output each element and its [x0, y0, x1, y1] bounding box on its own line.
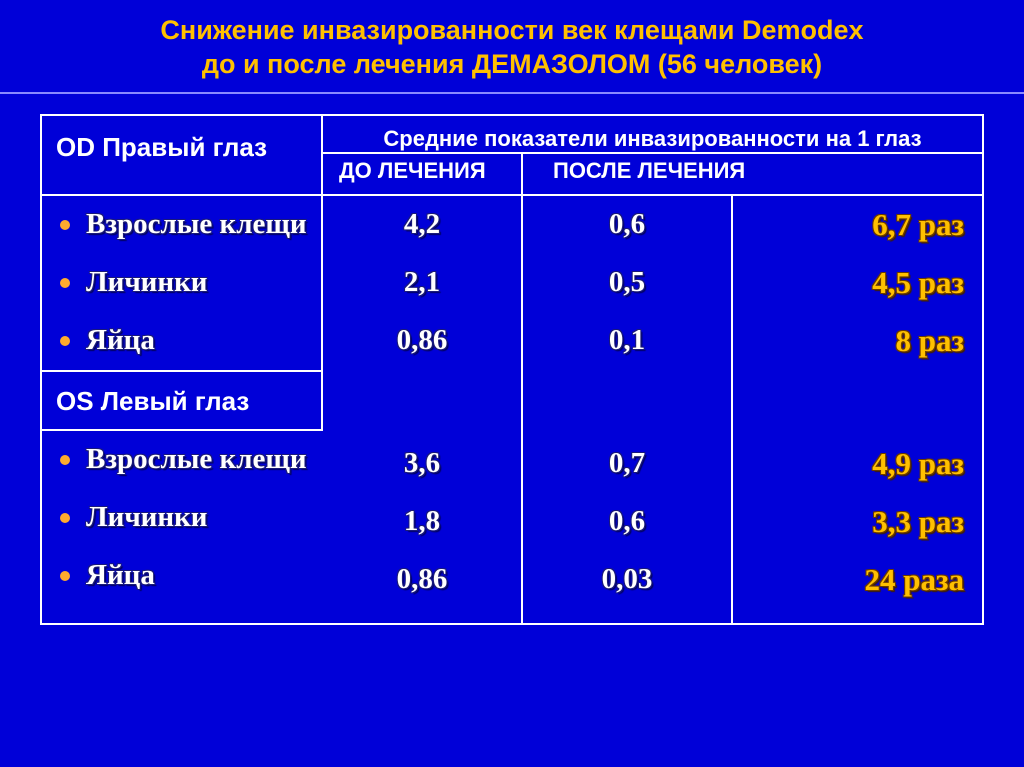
od-adult-ratio: 6,7 раз	[733, 196, 982, 254]
slide: Снижение инвазированности век клещами De…	[0, 0, 1024, 767]
od-eggs-ratio: 8 раз	[733, 312, 982, 370]
od-larvae-after: 0,5	[523, 254, 731, 312]
row-label-eggs: Яйца	[86, 324, 155, 357]
os-larvae-ratio: 3,3 раз	[733, 493, 982, 551]
os-eggs-ratio: 24 раза	[733, 551, 982, 609]
list-item: Взрослые клещи	[42, 196, 321, 254]
row-label-larvae-2: Личинки	[86, 501, 208, 534]
os-adult-after: 0,7	[523, 435, 731, 493]
list-item: Яйца	[42, 312, 321, 370]
bullet-icon	[60, 278, 70, 288]
header-eye-left: OS Левый глаз	[42, 371, 322, 430]
os-eggs-after: 0,03	[523, 551, 731, 609]
title-line-1: Снижение инвазированности век клещами De…	[160, 15, 863, 45]
slide-title: Снижение инвазированности век клещами De…	[0, 14, 1024, 82]
header-eye-right: OD Правый глаз	[42, 116, 322, 195]
os-larvae-after: 0,6	[523, 493, 731, 551]
os-adult-ratio: 4,9 раз	[733, 435, 982, 493]
od-adult-before: 4,2	[323, 196, 521, 254]
row-label-eggs-2: Яйца	[86, 559, 155, 592]
od-larvae-ratio: 4,5 раз	[733, 254, 982, 312]
row-label-larvae: Личинки	[86, 266, 208, 299]
bullet-icon	[60, 336, 70, 346]
od-eggs-after: 0,1	[523, 312, 731, 370]
header-super: Средние показатели инвазированности на 1…	[322, 116, 982, 153]
list-item: Яйца	[42, 547, 322, 605]
list-item: Взрослые клещи	[42, 431, 322, 489]
os-adult-before: 3,6	[323, 435, 521, 493]
bullet-icon	[60, 220, 70, 230]
data-table: OD Правый глаз Средние показатели инвази…	[40, 114, 984, 625]
bullet-icon	[60, 513, 70, 523]
od-adult-after: 0,6	[523, 196, 731, 254]
os-larvae-before: 1,8	[323, 493, 521, 551]
header-after: ПОСЛЕ ЛЕЧЕНИЯ	[522, 153, 982, 195]
od-larvae-before: 2,1	[323, 254, 521, 312]
od-eggs-before: 0,86	[323, 312, 521, 370]
bullet-icon	[60, 571, 70, 581]
title-line-2: до и после лечения ДЕМАЗОЛОМ (56 человек…	[202, 49, 822, 79]
bullet-icon	[60, 455, 70, 465]
os-eggs-before: 0,86	[323, 551, 521, 609]
title-divider	[0, 92, 1024, 94]
row-label-adult: Взрослые клещи	[86, 208, 307, 241]
list-item: Личинки	[42, 254, 321, 312]
row-label-adult-2: Взрослые клещи	[86, 443, 307, 476]
header-before: ДО ЛЕЧЕНИЯ	[322, 153, 522, 195]
list-item: Личинки	[42, 489, 322, 547]
